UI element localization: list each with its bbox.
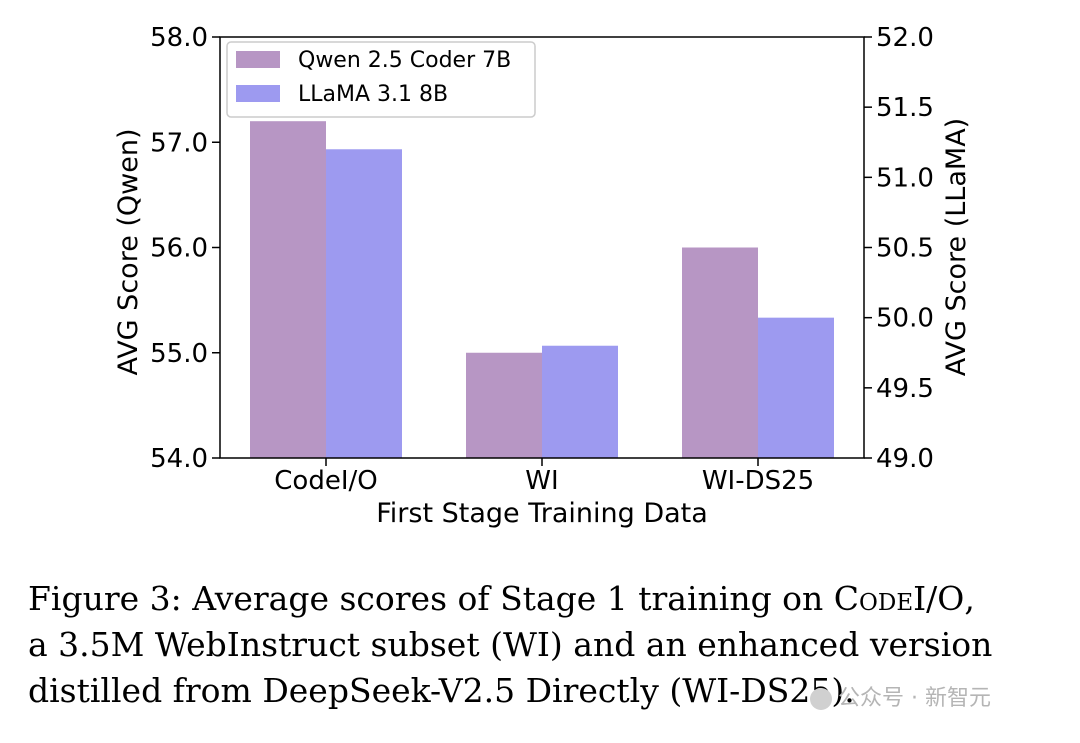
left-tick-label: 54.0	[150, 444, 208, 474]
left-tick-label: 55.0	[150, 339, 208, 369]
left-tick-label: 56.0	[150, 234, 208, 264]
caption-line-2: a 3.5M WebInstruct subset (WI) and an en…	[28, 625, 993, 664]
caption-line-3: distilled from DeepSeek-V2.5 Directly (W…	[28, 671, 855, 710]
right-tick-label: 50.0	[876, 304, 934, 334]
right-tick-label: 49.5	[876, 374, 934, 404]
watermark: 公众号 · 新智元	[810, 680, 991, 712]
right-tick-label: 51.0	[876, 163, 934, 193]
right-tick-label: 49.0	[876, 444, 934, 474]
figure-caption: Figure 3: Average scores of Stage 1 trai…	[28, 576, 1068, 714]
right-tick-label: 52.0	[876, 23, 934, 53]
x-tick-label: WI-DS25	[702, 466, 814, 496]
x-tick-label: WI	[525, 466, 558, 496]
bar-qwen-codei-o	[250, 121, 326, 458]
caption-line-1-prefix: Figure 3: Average scores of Stage 1 trai…	[28, 579, 834, 618]
legend-frame	[226, 41, 536, 118]
bars	[250, 121, 834, 458]
wechat-logo-icon	[810, 688, 832, 710]
right-tick-label: 50.5	[876, 234, 934, 264]
watermark-text: 公众号 · 新智元	[838, 686, 991, 711]
caption-codeio-smallcaps: CodeI/O	[833, 579, 965, 618]
left-y-axis-title: AVG Score (Qwen)	[113, 128, 144, 375]
legend-swatch-qwen	[236, 51, 280, 68]
legend-swatch-llama	[236, 85, 280, 102]
caption-line-1-suffix: ,	[964, 579, 975, 618]
left-tick-label: 57.0	[150, 128, 208, 158]
left-axis-ticks: 54.0 55.0 56.0 57.0 58.0	[150, 23, 220, 474]
legend-label-llama: LLaMA 3.1 8B	[298, 82, 448, 107]
legend-label-qwen: Qwen 2.5 Coder 7B	[298, 48, 511, 73]
right-axis-ticks: 49.0 49.5 50.0 50.5 51.0 51.5 52.0	[864, 23, 934, 474]
bar-llama-wi	[542, 345, 618, 458]
legend: Qwen 2.5 Coder 7B LLaMA 3.1 8B	[226, 41, 536, 118]
bar-llama-wi-ds25	[758, 317, 834, 458]
bar-chart: 54.0 55.0 56.0 57.0 58.0 49.0 49.5 50.0 50.5 51.…	[113, 23, 972, 529]
bar-llama-codei-o	[326, 149, 402, 458]
caption-line-1: Figure 3: Average scores of Stage 1 trai…	[28, 576, 1068, 622]
x-axis-title: First Stage Training Data	[376, 498, 708, 529]
bar-qwen-wi	[466, 352, 542, 458]
right-y-axis-title: AVG Score (LLaMA)	[941, 118, 972, 376]
x-axis-ticks: CodeI/O WI WI-DS25	[274, 458, 814, 496]
right-tick-label: 51.5	[876, 93, 934, 123]
x-tick-label: CodeI/O	[274, 466, 377, 496]
bar-qwen-wi-ds25	[682, 247, 758, 458]
left-tick-label: 58.0	[150, 23, 208, 53]
